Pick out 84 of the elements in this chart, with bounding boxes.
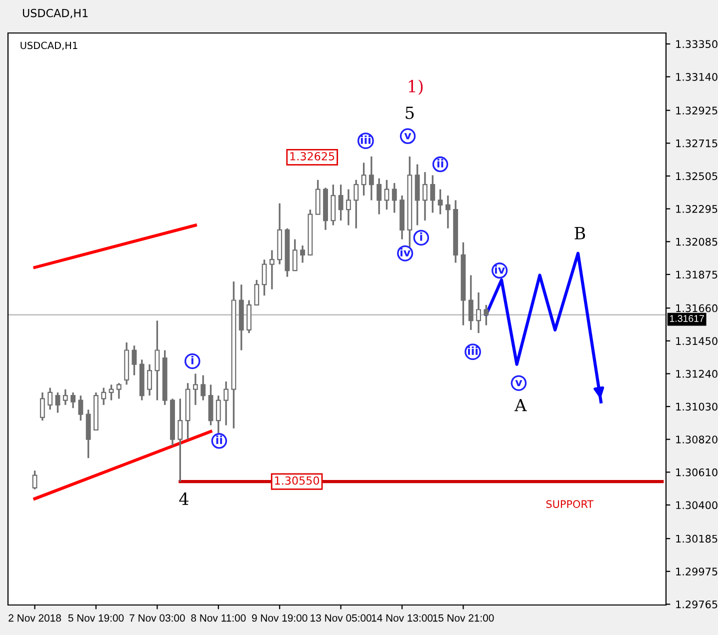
y-tick-label: 1.30185 <box>676 534 718 543</box>
y-tick-label: 1.32295 <box>676 205 718 213</box>
candlestick <box>40 392 45 422</box>
annotation: 1.32625 <box>290 152 334 160</box>
candlestick <box>354 179 359 230</box>
annotation: 1.30550 <box>275 476 320 485</box>
candlestick <box>422 171 428 222</box>
y-tick-label: 1.31875 <box>676 270 718 279</box>
candlestick <box>300 244 306 264</box>
candlestick <box>132 344 137 376</box>
candlestick <box>62 388 68 406</box>
candlestick <box>70 392 76 409</box>
candlestick <box>78 394 84 422</box>
x-tick-label: 8 Nov 11:00 <box>191 614 246 622</box>
annotation: v <box>404 133 412 140</box>
candlestick <box>32 470 38 490</box>
candlestick <box>368 156 374 202</box>
annotation: iii <box>360 135 370 144</box>
annotation: v <box>515 380 522 386</box>
candlestick <box>192 372 198 406</box>
x-tick-label: 2 Nov 2018 <box>8 614 61 622</box>
y-tick-label: 1.29765 <box>676 600 718 608</box>
annotation: ii <box>216 436 222 444</box>
candlestick <box>384 179 390 210</box>
x-tick-label: 9 Nov 19:00 <box>252 614 308 622</box>
y-tick-label: 1.32085 <box>676 238 718 246</box>
candlestick <box>445 194 450 230</box>
annotation: iii <box>468 346 478 355</box>
annotation: SUPPORT <box>546 500 594 508</box>
candlestick <box>178 398 183 482</box>
candlestick <box>430 174 436 214</box>
candlestick <box>392 182 397 214</box>
candlestick <box>101 386 106 406</box>
annotation: B <box>574 227 586 240</box>
text: USDCAD,H1 <box>20 42 78 50</box>
candlestick <box>154 320 160 402</box>
annotation: 5 <box>406 106 414 120</box>
candlestick <box>468 274 474 331</box>
y-tick-label: 1.31450 <box>676 337 718 345</box>
candlestick <box>262 258 267 296</box>
x-tick-label: 7 Nov 03:00 <box>130 614 185 622</box>
annotation: i <box>420 232 422 241</box>
candlestick <box>116 382 122 400</box>
chart-title: USDCAD,H1 <box>22 8 88 18</box>
x-tick-label: 14 Nov 13:00 <box>372 614 433 622</box>
y-tick-label: 1.32505 <box>676 172 718 180</box>
candlestick <box>361 162 366 196</box>
y-tick-label: 1.31030 <box>676 402 718 411</box>
y-tick-label: 1.30610 <box>676 468 718 476</box>
ref-line-label: 1.31617 <box>670 315 704 322</box>
x-tick-label: 13 Nov 05:00 <box>310 614 372 622</box>
candlestick <box>376 178 382 216</box>
annotation: i <box>191 356 194 364</box>
annotation: ii <box>437 158 444 168</box>
candlestick <box>200 374 206 402</box>
y-tick-label: 1.30400 <box>676 501 718 510</box>
annotation: 1) <box>408 80 423 95</box>
candlestick <box>476 292 482 334</box>
candlestick <box>438 188 443 216</box>
y-tick-label: 1.31660 <box>676 304 718 312</box>
candlestick <box>147 363 152 396</box>
candlestick <box>48 386 53 410</box>
candlestick <box>108 384 114 402</box>
candlestick <box>338 184 344 222</box>
y-tick-label: 1.33350 <box>676 40 718 48</box>
x-tick-label: 5 Nov 19:00 <box>68 614 124 622</box>
annotation: A <box>514 398 527 412</box>
x-tick-label: 15 Nov 21:00 <box>433 614 494 622</box>
candlestick <box>292 238 298 272</box>
candlestick <box>55 392 60 414</box>
candlestick <box>254 279 260 306</box>
candlestick <box>484 304 489 326</box>
annotation: iv <box>494 265 505 274</box>
y-tick-label: 1.30820 <box>676 436 718 444</box>
y-tick-label: 1.29975 <box>676 568 718 576</box>
y-tick-label: 1.33140 <box>676 72 718 81</box>
y-tick-label: 1.31240 <box>676 370 718 378</box>
annotation: iv <box>400 248 410 256</box>
annotation: 4 <box>179 492 188 505</box>
y-tick-label: 1.32925 <box>676 106 718 114</box>
candlestick <box>269 249 274 290</box>
y-tick-label: 1.32715 <box>676 139 718 148</box>
candlestick <box>224 380 229 426</box>
candlestick <box>346 188 351 226</box>
